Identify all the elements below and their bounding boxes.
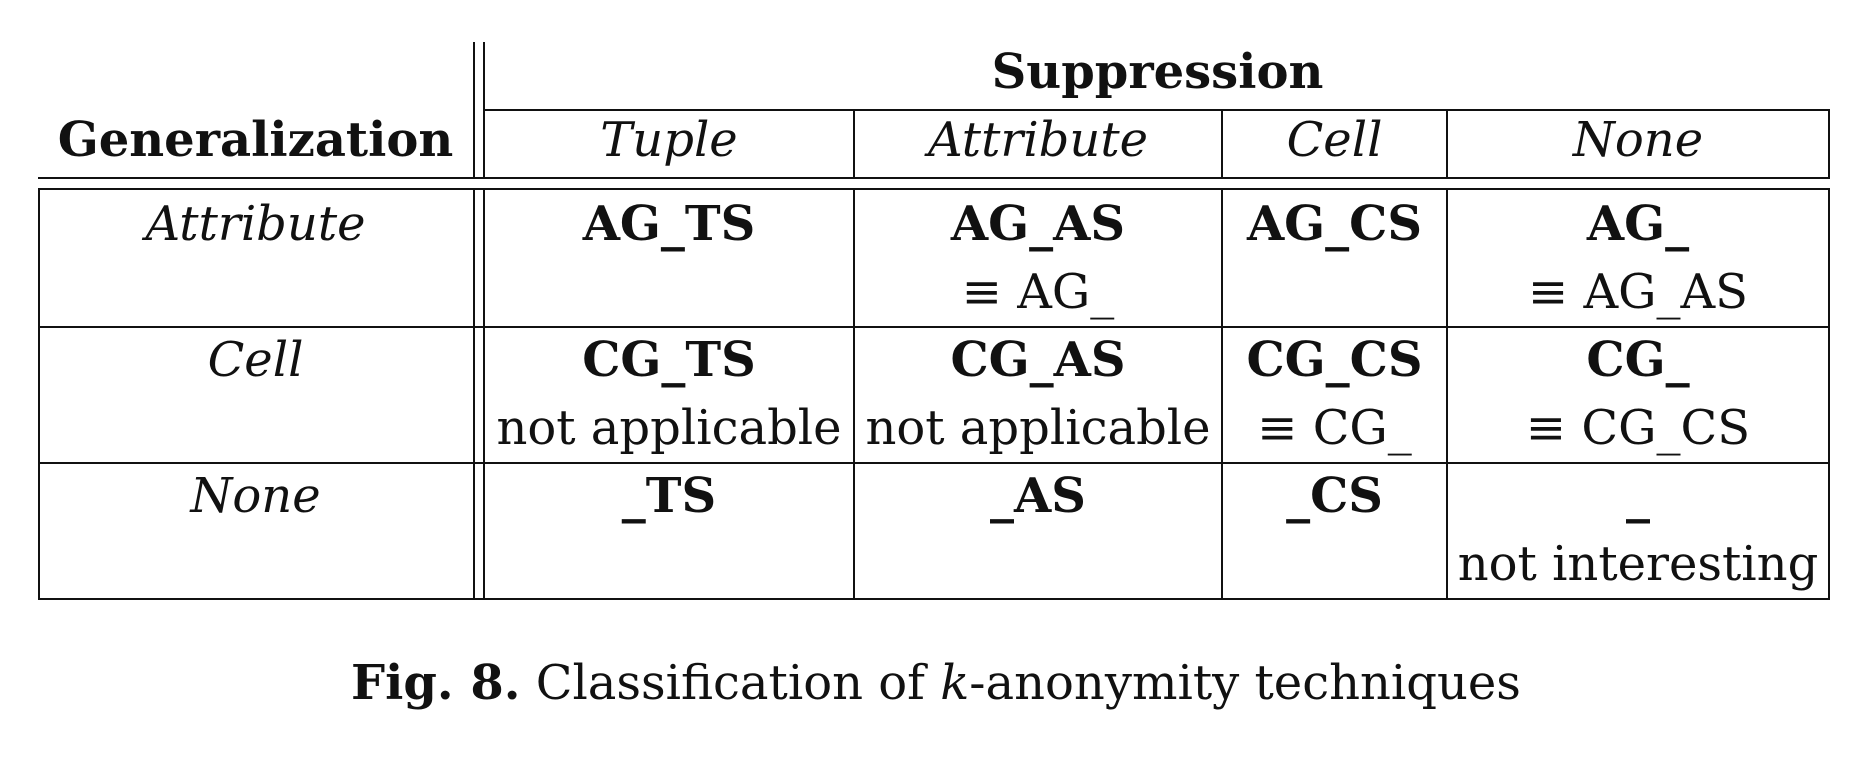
row-label-attribute: Attribute	[145, 196, 366, 252]
rule-col-1-body	[853, 188, 855, 600]
row-label-cell: Cell	[207, 332, 304, 388]
rule-right-edge	[1828, 110, 1830, 178]
cell-note: not interesting	[1457, 536, 1819, 592]
rule-row-1	[38, 326, 1830, 328]
rule-header-bottom-2	[38, 188, 1830, 190]
rule-left-edge	[38, 188, 40, 600]
rule-col-2-body	[1221, 188, 1223, 600]
cell-code: CG_CS	[1246, 332, 1423, 388]
column-group-title: Suppression	[991, 44, 1324, 100]
rule-header-bottom-1	[38, 177, 1830, 179]
column-header-cell: Cell	[1286, 112, 1383, 168]
row-header-title: Generalization	[57, 112, 454, 168]
cell-code: _CS	[1286, 468, 1383, 524]
rule-under-suppression	[485, 109, 1830, 111]
figure-caption: Fig. 8. Classification of k-anonymity te…	[0, 655, 1872, 711]
cell-note: not applicable	[496, 400, 842, 456]
caption-variable: k	[940, 655, 970, 711]
column-header-tuple: Tuple	[600, 112, 738, 168]
caption-text-before: Classification of	[535, 655, 925, 711]
rule-col-2	[1221, 110, 1223, 178]
rule-double-left	[473, 42, 475, 178]
cell-code: _TS	[621, 468, 717, 524]
caption-label: Fig. 8.	[351, 655, 521, 711]
cell-note: ≡ AG_	[961, 264, 1115, 320]
rule-col-3-body	[1446, 188, 1448, 600]
rule-right-edge-body	[1828, 188, 1830, 600]
cell-code: CG_	[1586, 332, 1690, 388]
cell-code: AG_TS	[582, 196, 756, 252]
cell-code: CG_AS	[950, 332, 1126, 388]
rule-double-right	[483, 42, 485, 178]
cell-note: ≡ CG_CS	[1525, 400, 1751, 456]
rule-double-right-body	[483, 188, 485, 600]
cell-code: AG_	[1586, 196, 1690, 252]
cell-note: ≡ CG_	[1257, 400, 1412, 456]
rule-table-bottom	[38, 598, 1830, 600]
cell-code: AG_CS	[1246, 196, 1423, 252]
rule-row-2	[38, 462, 1830, 464]
rule-double-left-body	[473, 188, 475, 600]
cell-note: ≡ AG_AS	[1527, 264, 1749, 320]
rule-col-1	[853, 110, 855, 178]
caption-text-after: -anonymity techniques	[969, 655, 1521, 711]
cell-code: _AS	[990, 468, 1086, 524]
column-header-none: None	[1572, 112, 1704, 168]
cell-code: CG_TS	[582, 332, 756, 388]
cell-code: AG_AS	[950, 196, 1126, 252]
rule-col-3	[1446, 110, 1448, 178]
cell-note: not applicable	[865, 400, 1211, 456]
column-header-attribute: Attribute	[927, 112, 1149, 168]
cell-code: _	[1626, 468, 1650, 524]
row-label-none: None	[190, 468, 321, 524]
